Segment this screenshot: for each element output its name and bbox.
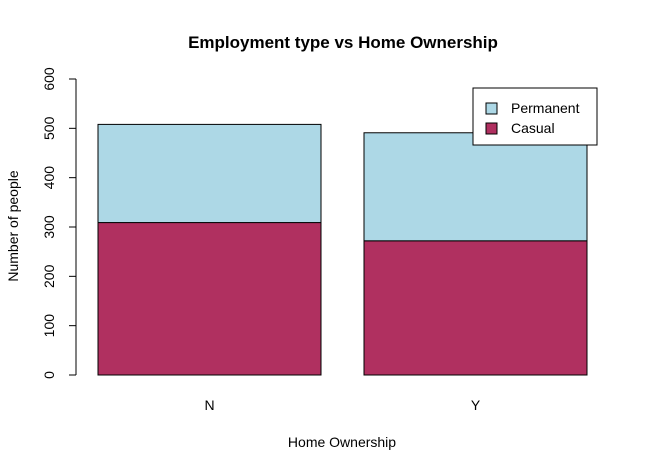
x-tick-label-Y: Y <box>471 397 481 413</box>
x-axis-label: Home Ownership <box>288 434 396 450</box>
y-tick-label-600: 600 <box>41 67 57 91</box>
y-tick-label-200: 200 <box>41 264 57 288</box>
legend-swatch-casual <box>485 122 498 135</box>
legend-swatch-permanent <box>485 102 498 115</box>
y-axis-label: Number of people <box>5 170 21 282</box>
y-tick-label-100: 100 <box>41 314 57 338</box>
x-tick-label-N: N <box>204 397 214 413</box>
y-tick-label-300: 300 <box>41 215 57 239</box>
bar-Y-casual <box>363 240 588 376</box>
legend-label-casual: Casual <box>511 120 555 136</box>
bar-Y-permanent <box>363 132 588 242</box>
y-tick-label-400: 400 <box>41 166 57 190</box>
legend-label-permanent: Permanent <box>511 100 580 116</box>
legend-box <box>472 87 598 146</box>
y-axis: 0 100 200 300 400 500 600 <box>41 67 77 379</box>
chart-title: Employment type vs Home Ownership <box>188 33 498 52</box>
y-tick-label-500: 500 <box>41 116 57 140</box>
y-tick-label-0: 0 <box>41 371 57 379</box>
legend: Permanent Casual <box>472 87 598 146</box>
bars-group <box>97 123 588 376</box>
bar-N-casual <box>97 222 322 376</box>
bar-N-permanent <box>97 123 322 224</box>
